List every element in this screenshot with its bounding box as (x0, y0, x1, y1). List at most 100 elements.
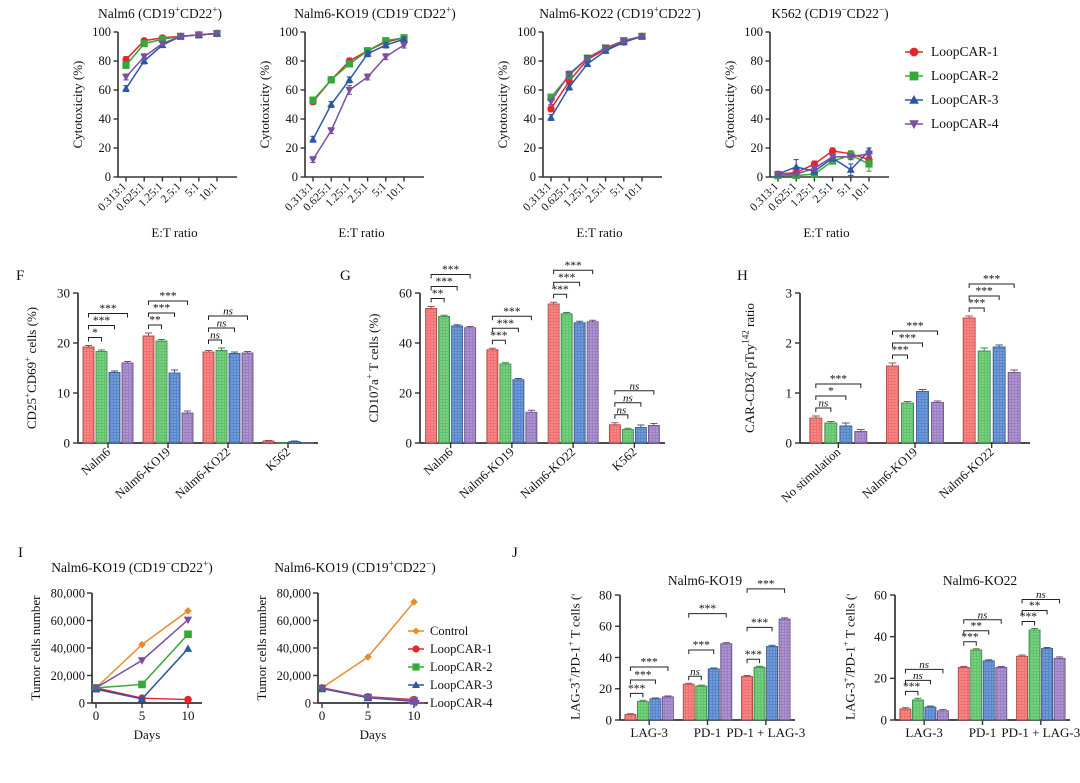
bar (839, 425, 853, 444)
significance-bracket (491, 339, 506, 345)
bar (301, 442, 314, 444)
significance-label: ns (210, 330, 220, 342)
legend-label: LoopCAR-3 (430, 677, 493, 692)
bar (753, 666, 766, 721)
bar (1016, 655, 1029, 721)
significance-bracket (904, 690, 919, 696)
data-point-marker (140, 53, 149, 61)
panel-letter-I: I (18, 545, 23, 561)
significance-label: ns (818, 398, 828, 410)
legend-item-loopcar-4: LoopCAR-4 (905, 112, 999, 136)
significance-bracket (491, 327, 519, 333)
y-tick-label: 0 (881, 712, 888, 727)
triangle-down-marker-icon (905, 120, 923, 130)
chart-title-cyto-ko22: Nalm6-KO22 (CD19+CD22−) (539, 4, 701, 21)
significance-bracket (430, 286, 458, 291)
bar (547, 303, 560, 444)
y-tick-label: 40 (751, 112, 764, 126)
y-tick-label: 60 (286, 83, 299, 97)
data-point-marker (122, 61, 130, 69)
significance-bracket (963, 630, 990, 635)
bar (525, 411, 538, 444)
square-marker-icon (408, 663, 424, 671)
data-point-marker (792, 162, 801, 170)
significance-label: ns (690, 666, 700, 678)
data-point-marker (213, 30, 221, 38)
significance-bracket (1021, 599, 1061, 604)
data-point-marker (565, 70, 574, 79)
bar (155, 340, 168, 444)
data-point-marker (363, 73, 372, 82)
significance-bracket (892, 354, 908, 359)
data-point-marker (909, 47, 919, 57)
bar (202, 351, 215, 444)
y-tick-label: 60 (399, 285, 412, 300)
significance-bracket (892, 330, 938, 335)
x-tick-label: 10 (408, 708, 421, 723)
chart-panelI-right: 0 20,000 40,000 60,000 80,000 0 5 10 Tumor cells… (254, 586, 428, 742)
line-LoopCAR-4 (550, 35, 643, 103)
x-tick-label: Nalm6-KO19 (860, 445, 920, 501)
x-tick-label: K562 (263, 445, 293, 474)
data-point-marker (363, 693, 373, 702)
y-tick-label: 20 (524, 141, 537, 155)
bar (916, 391, 929, 444)
line-LoopCAR-4 (778, 153, 870, 175)
significance-label: *** (903, 681, 921, 693)
data-point-marker (909, 94, 919, 104)
bar (1007, 372, 1021, 444)
y-tick-label: 60 (874, 587, 887, 602)
y-tick-label: 60,000 (277, 614, 311, 628)
data-point-marker (327, 100, 336, 108)
y-tick-label: 100 (744, 25, 763, 39)
y-tick-label: 20 (99, 141, 112, 155)
legend-panelI: Control LoopCAR-1 LoopCAR-2 LoopCAR-3 LoopCA… (408, 622, 493, 712)
bar (899, 708, 912, 721)
bar (649, 698, 662, 721)
y-axis-label: Cytotoxicity (%) (70, 61, 85, 149)
significance-label: ns (919, 659, 929, 671)
significance-bracket (208, 315, 248, 320)
data-point-marker (309, 156, 317, 164)
x-tick-label: Nalm6 (421, 445, 456, 478)
data-point-marker (865, 150, 873, 158)
data-point-marker (176, 33, 185, 41)
bar (1028, 629, 1041, 721)
significance-bracket (1021, 610, 1048, 615)
bar (695, 685, 708, 721)
significance-bracket (629, 666, 669, 671)
significance-bracket (614, 402, 642, 407)
cytotoxicity-row: Nalm6 (CD19+CD22+) Nalm6-KO19 (CD19−CD22… (0, 0, 1080, 250)
x-axis-label: Days (134, 727, 161, 742)
line-LoopCAR-3 (312, 38, 405, 140)
x-tick-label: No stimulation (778, 444, 843, 505)
x-tick-label: Nalm6-KO19 (113, 445, 173, 501)
x-tick-label: PD-1 (969, 725, 996, 740)
bar (464, 327, 477, 444)
significance-bracket (614, 414, 629, 419)
x-tick-label: PD-1 + LAG-3 (726, 725, 805, 740)
data-point-marker (412, 699, 420, 708)
significance-label: ns (913, 670, 923, 682)
diamond-marker-icon (408, 627, 424, 635)
x-tick-label: PD-1 (694, 725, 721, 740)
x-tick-label: 10:1 (384, 180, 407, 203)
y-tick-label: 20,000 (51, 669, 85, 683)
panel-letter-H: H (737, 268, 748, 284)
x-tick-label: PD-1 + LAG-3 (1001, 725, 1080, 740)
bar (425, 308, 438, 444)
x-tick-label: Nalm6 (78, 445, 113, 478)
y-tick-label: 80,000 (51, 586, 85, 600)
significance-label: *** (93, 315, 111, 327)
data-point-marker (412, 663, 420, 671)
x-tick-label: 0 (319, 708, 326, 723)
y-axis-label: Tumor cells number (254, 595, 269, 701)
y-tick-label: 60 (599, 619, 612, 634)
significance-label: * (828, 386, 834, 398)
data-point-marker (382, 37, 390, 45)
significance-label: *** (552, 284, 570, 296)
y-tick-label: 80 (99, 54, 112, 68)
data-point-marker (137, 657, 147, 665)
significance-bracket (491, 315, 532, 321)
data-point-marker (601, 44, 610, 53)
